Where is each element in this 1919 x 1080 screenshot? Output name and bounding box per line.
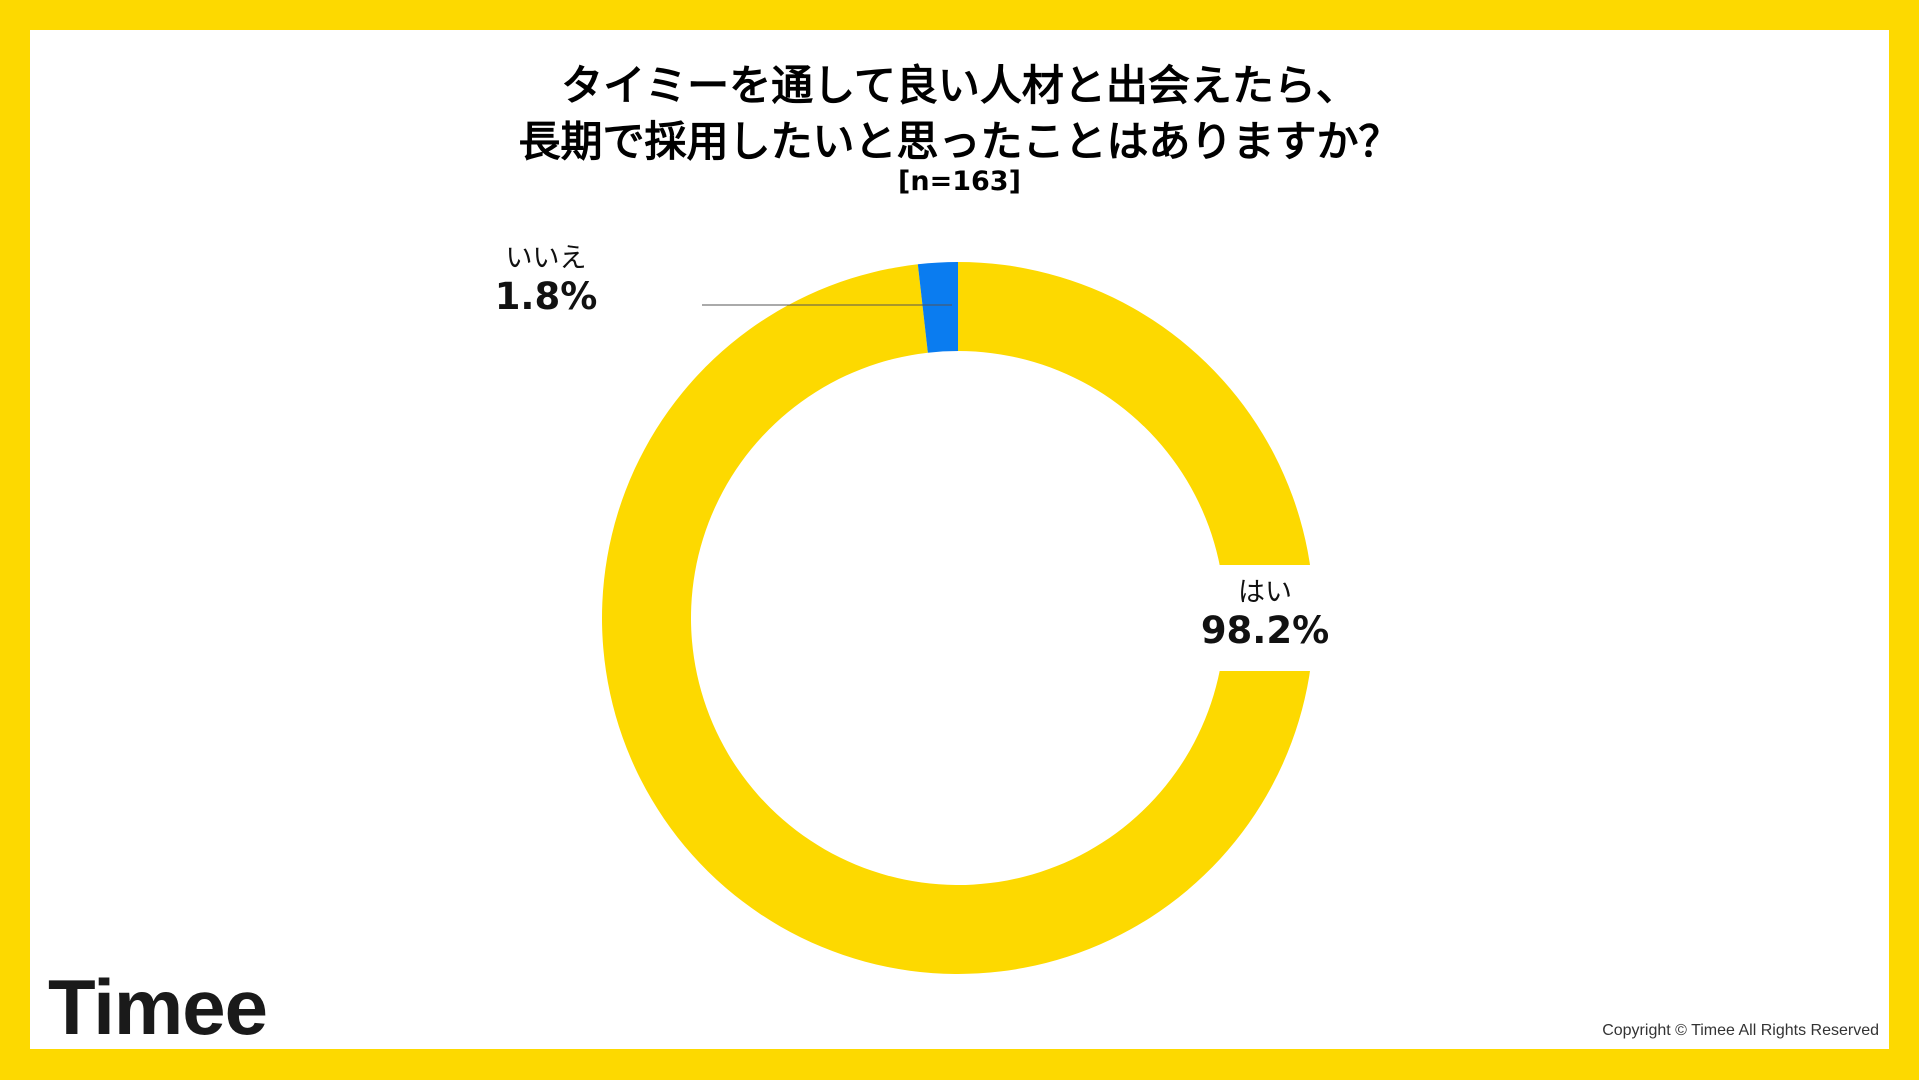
slice-1 <box>917 262 958 353</box>
label-yes-background <box>1208 565 1322 671</box>
label-yes: はい 98.2% <box>1195 570 1335 652</box>
timee-logo: Timee <box>48 963 268 1051</box>
chart-title-line-1: タイミーを通して良い人材と出会えたら、 <box>561 61 1358 110</box>
label-no-category: いいえ <box>505 243 587 274</box>
label-no: いいえ 1.8% <box>486 236 606 318</box>
copyright: Copyright © Timee All Rights Reserved <box>1602 1022 1879 1039</box>
label-yes-value: 98.2% <box>1200 609 1330 652</box>
label-yes-category: はい <box>1238 577 1292 608</box>
slide-panel <box>30 30 1889 1049</box>
sample-size: [n=163] <box>898 166 1021 197</box>
label-no-value: 1.8% <box>494 275 598 318</box>
chart-title-line-2: 長期で採用したいと思ったことはありますか？ <box>518 117 1401 166</box>
